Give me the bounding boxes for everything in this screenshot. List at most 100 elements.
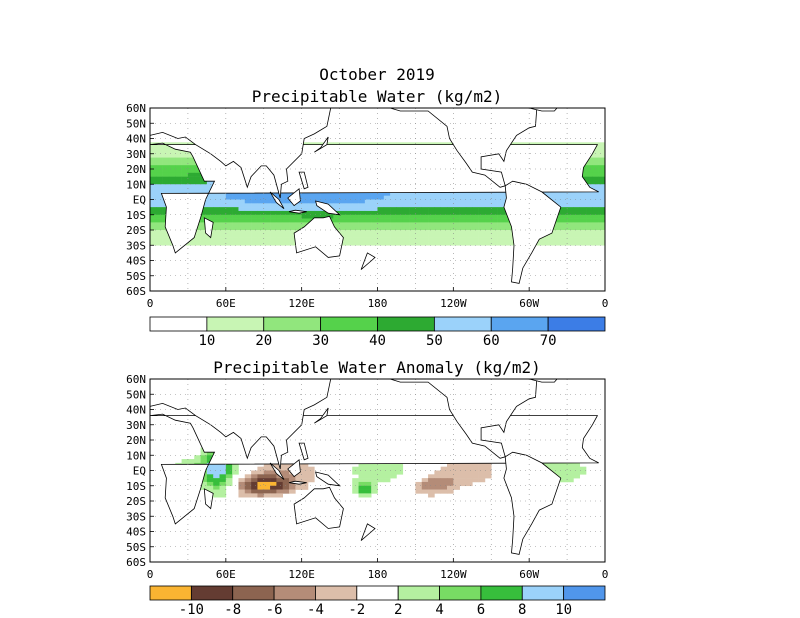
- field-cell: [440, 470, 448, 475]
- field-cell: [598, 218, 606, 223]
- field-cell: [560, 230, 568, 235]
- field-cell: [251, 481, 258, 487]
- field-cell: [554, 230, 562, 235]
- field-cell: [428, 210, 435, 216]
- field-cell: [168, 176, 176, 181]
- colorbar-label: 40: [369, 333, 386, 349]
- field-cell: [592, 237, 599, 242]
- field-cell: [206, 470, 214, 475]
- colorbar-label: 10: [198, 333, 215, 349]
- field-cell: [428, 481, 435, 487]
- land-outline: [287, 188, 301, 207]
- field-cell: [503, 230, 511, 235]
- field-cell: [333, 195, 340, 200]
- field-cell: [472, 222, 479, 227]
- field-cell: [339, 230, 347, 235]
- field-cell: [453, 462, 460, 467]
- field-cell: [225, 481, 233, 487]
- field-cell: [175, 149, 182, 155]
- field-cell: [244, 241, 252, 246]
- field-cell: [200, 214, 208, 219]
- field-cell: [238, 207, 246, 212]
- field-cell: [232, 191, 239, 196]
- field-cell: [560, 233, 568, 238]
- field-cell: [257, 226, 265, 231]
- field-cell: [465, 237, 473, 242]
- field-cell: [592, 153, 599, 158]
- field-cell: [168, 172, 176, 177]
- field-cell: [232, 466, 239, 471]
- longitude-tick-label: 0: [602, 297, 609, 310]
- field-cell: [415, 481, 423, 487]
- field-cell: [181, 149, 189, 155]
- field-cell: [232, 470, 239, 475]
- field-cell: [156, 157, 163, 162]
- field-cell: [592, 207, 599, 212]
- field-cell: [251, 191, 258, 196]
- field-cell: [415, 226, 423, 231]
- field-cell: [371, 233, 378, 238]
- field-cell: [206, 203, 214, 208]
- field-cell: [244, 493, 252, 498]
- field-cell: [472, 218, 479, 223]
- field-cell: [213, 195, 220, 200]
- field-cell: [459, 470, 467, 475]
- field-cell: [586, 241, 593, 246]
- field-cell: [484, 466, 492, 471]
- colorbar-label: 2: [394, 602, 402, 618]
- field-cell: [162, 188, 170, 193]
- field-cell: [484, 207, 492, 212]
- field-cell: [440, 485, 448, 490]
- colorbar-swatch: [439, 585, 482, 601]
- field-cell: [371, 237, 378, 242]
- field-cell: [232, 222, 239, 227]
- field-cell: [383, 466, 391, 471]
- field-cell: [364, 481, 372, 487]
- field-cell: [560, 218, 568, 223]
- field-cell: [213, 199, 220, 204]
- field-cell: [428, 241, 435, 246]
- field-cell: [465, 481, 473, 487]
- field-cell: [251, 474, 258, 479]
- field-cell: [162, 153, 170, 158]
- colorbar-swatch: [190, 585, 234, 601]
- field-cell: [150, 169, 157, 174]
- field-cell: [270, 210, 277, 216]
- field-cell: [598, 214, 606, 219]
- field-cell: [244, 474, 252, 479]
- field-cell: [377, 462, 385, 467]
- field-cell: [194, 230, 201, 235]
- field-cell: [447, 462, 454, 467]
- field-cell: [503, 222, 511, 227]
- field-cell: [560, 222, 568, 227]
- field-cell: [225, 230, 233, 235]
- field-cell: [276, 493, 284, 498]
- field-cell: [459, 210, 467, 216]
- field-cell: [586, 199, 593, 204]
- field-cell: [567, 462, 574, 467]
- field-cell: [213, 218, 220, 223]
- field-cell: [573, 214, 581, 219]
- colorbar-swatch: [273, 585, 316, 601]
- field-cell: [156, 218, 163, 223]
- field-cell: [150, 222, 157, 227]
- field-cell: [352, 478, 359, 483]
- field-cell: [428, 214, 435, 219]
- field-cell: [232, 241, 239, 246]
- field-cell: [263, 485, 271, 490]
- field-cell: [352, 230, 359, 235]
- field-cell: [560, 478, 568, 483]
- field-cell: [484, 191, 492, 196]
- field-cell: [244, 478, 252, 483]
- field-cell: [301, 466, 309, 471]
- field-cell: [402, 203, 410, 208]
- field-cell: [428, 474, 435, 479]
- field-cell: [592, 161, 599, 166]
- field-cell: [175, 188, 182, 193]
- field-cell: [194, 233, 201, 238]
- field-cell: [244, 485, 252, 490]
- longitude-tick-label: 60W: [519, 568, 539, 581]
- field-cell: [200, 481, 208, 487]
- colorbar-swatch: [320, 316, 378, 332]
- field-cell: [478, 241, 486, 246]
